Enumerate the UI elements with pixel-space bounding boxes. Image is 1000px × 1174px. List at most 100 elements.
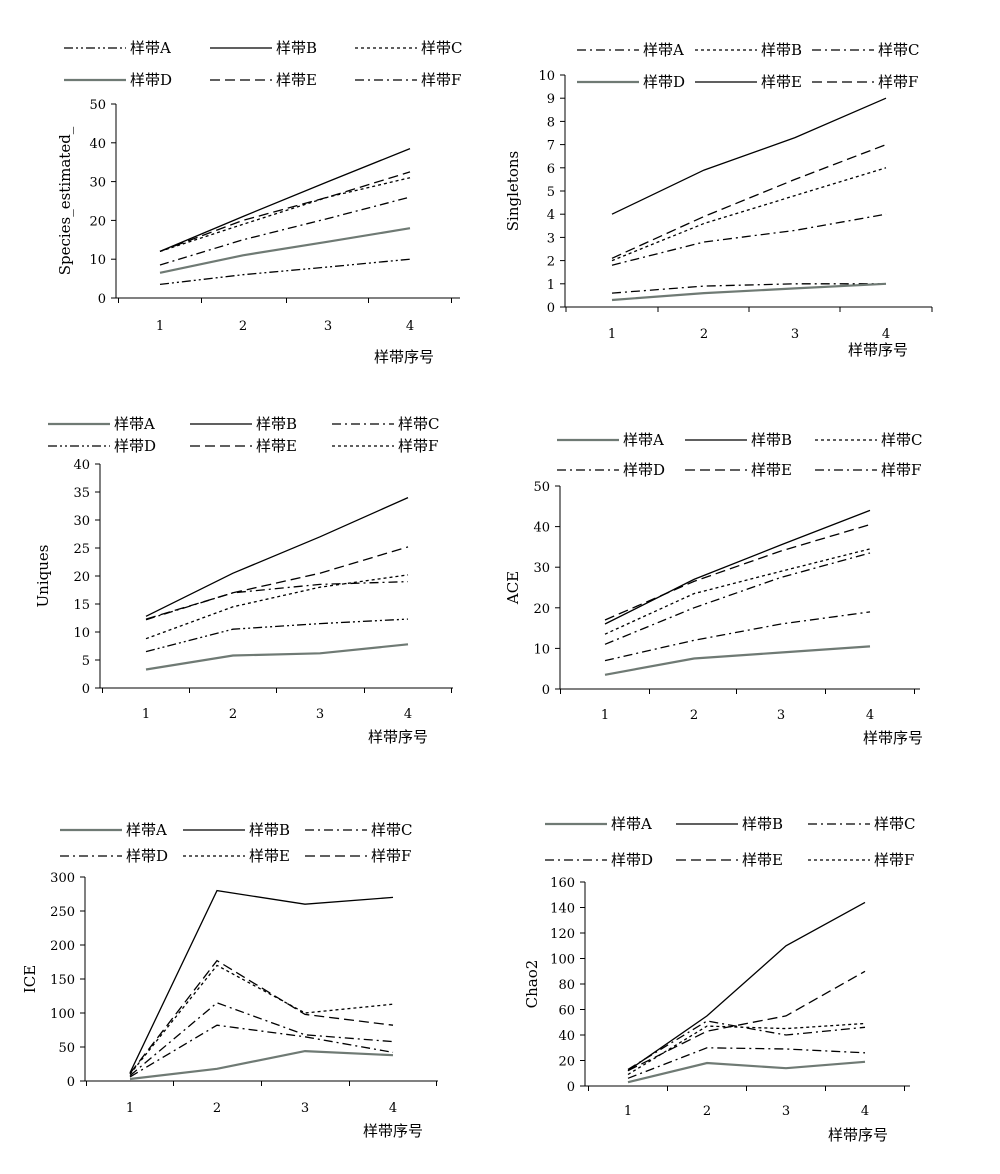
y-tick-label: 250 bbox=[50, 905, 75, 920]
legend-label: 样带F bbox=[881, 461, 921, 479]
x-tick-label: 3 bbox=[324, 319, 332, 334]
legend-label: 样带C bbox=[881, 431, 922, 449]
y-tick-label: 30 bbox=[533, 561, 550, 576]
series-line-样带B bbox=[129, 889, 394, 1074]
series-line-样带F bbox=[604, 611, 871, 662]
legend-label: 样带E bbox=[761, 73, 802, 91]
chart-panel-chao2: 0 20 40 60 80 100 120 140 160 1 2 3 4 Chao2 样带序号 样带A 样带B… bbox=[523, 815, 915, 1144]
x-tick-label: 1 bbox=[624, 1104, 632, 1119]
y-tick-label: 35 bbox=[73, 486, 90, 501]
x-tick-label: 3 bbox=[782, 1104, 790, 1119]
y-tick-label: 2 bbox=[547, 255, 555, 270]
legend-label: 样带A bbox=[623, 431, 664, 449]
x-tick-label: 1 bbox=[601, 708, 609, 723]
x-tick-label: 3 bbox=[301, 1101, 309, 1116]
legend: 样带A 样带B 样带C 样带D 样带E 样带F bbox=[64, 39, 462, 89]
x-tick-label: 2 bbox=[703, 1104, 711, 1119]
series-line-样带A bbox=[159, 258, 411, 286]
legend-label: 样带F bbox=[878, 73, 918, 91]
series-line-样带C bbox=[627, 1020, 866, 1070]
x-tick-label: 3 bbox=[791, 327, 799, 342]
y-tick-label: 60 bbox=[558, 1004, 575, 1019]
series-line-样带F bbox=[159, 196, 411, 266]
x-tick-label: 1 bbox=[142, 707, 150, 722]
legend-label: 样带D bbox=[611, 851, 653, 869]
series-line-样带A bbox=[129, 1049, 394, 1081]
y-tick-label: 40 bbox=[558, 1029, 575, 1044]
chart-panel-uniques: 0 5 10 15 20 25 30 35 40 1 2 3 4 Uniques 样带序号 样带A 样带B 样带C… bbox=[34, 415, 453, 746]
y-tick-label: 40 bbox=[533, 521, 550, 536]
y-tick-label: 0 bbox=[98, 292, 106, 307]
series-line-样带E bbox=[627, 970, 866, 1072]
legend-label: 样带F bbox=[371, 847, 411, 865]
series-line-样带A bbox=[611, 213, 887, 266]
y-tick-label: 10 bbox=[538, 69, 555, 84]
x-tick-label: 2 bbox=[213, 1101, 221, 1116]
y-tick-label: 30 bbox=[73, 514, 90, 529]
legend-label: 样带D bbox=[623, 461, 665, 479]
legend-label: 样带C bbox=[874, 815, 915, 833]
series-line-样带E bbox=[611, 97, 887, 215]
x-axis-label: 样带序号 bbox=[863, 729, 923, 747]
series-line-样带D bbox=[611, 282, 887, 302]
x-tick-label: 3 bbox=[316, 707, 324, 722]
legend: 样带A 样带B 样带C 样带D 样带E 样带F bbox=[577, 41, 919, 91]
legend-label: 样带D bbox=[643, 73, 685, 91]
y-tick-label: 10 bbox=[533, 642, 550, 657]
y-axis-label: Singletons bbox=[504, 151, 522, 231]
series-line-样带B bbox=[159, 147, 411, 252]
series-line-样带B bbox=[145, 497, 409, 617]
x-tick-label: 1 bbox=[126, 1101, 134, 1116]
legend: 样带A 样带B 样带C 样带D 样带E 样带F bbox=[545, 815, 915, 869]
series-line-样带E bbox=[604, 523, 871, 621]
y-tick-label: 20 bbox=[558, 1055, 575, 1070]
x-tick-label: 2 bbox=[229, 707, 237, 722]
x-tick-label: 4 bbox=[861, 1104, 869, 1119]
series-line-样带F bbox=[129, 959, 394, 1074]
series-line-样带E bbox=[159, 171, 411, 253]
y-tick-label: 100 bbox=[550, 953, 575, 968]
series-line-样带D bbox=[129, 1024, 394, 1078]
y-tick-label: 0 bbox=[82, 682, 90, 697]
x-tick-label: 4 bbox=[866, 708, 874, 723]
legend-label: 样带B bbox=[742, 815, 783, 833]
legend-label: 样带A bbox=[643, 41, 684, 59]
y-tick-label: 25 bbox=[73, 542, 90, 557]
y-axis-label: Chao2 bbox=[523, 960, 541, 1009]
y-tick-label: 0 bbox=[567, 1080, 575, 1095]
legend-label: 样带E bbox=[742, 851, 783, 869]
y-tick-label: 30 bbox=[89, 176, 106, 191]
legend-label: 样带C bbox=[421, 39, 462, 57]
y-tick-label: 140 bbox=[550, 902, 575, 917]
y-tick-label: 10 bbox=[73, 626, 90, 641]
legend-label: 样带E bbox=[256, 437, 297, 455]
legend-label: 样带F bbox=[874, 851, 914, 869]
y-tick-label: 160 bbox=[550, 876, 575, 891]
legend-label: 样带D bbox=[130, 71, 172, 89]
y-tick-label: 120 bbox=[550, 927, 575, 942]
y-tick-label: 10 bbox=[89, 253, 106, 268]
legend-label: 样带A bbox=[126, 821, 167, 839]
y-tick-label: 0 bbox=[542, 683, 550, 698]
y-tick-label: 4 bbox=[547, 208, 555, 223]
y-tick-label: 50 bbox=[58, 1041, 75, 1056]
series-line-样带B bbox=[611, 167, 887, 262]
x-tick-label: 4 bbox=[389, 1101, 397, 1116]
series-line-样带F bbox=[627, 1022, 866, 1076]
series-line-样带D bbox=[604, 552, 871, 645]
legend: 样带A 样带B 样带C 样带D 样带E 样带F bbox=[60, 821, 412, 865]
x-axis-label: 样带序号 bbox=[374, 348, 434, 366]
x-tick-label: 4 bbox=[404, 707, 412, 722]
series-line-样带C bbox=[159, 177, 411, 253]
legend-label: 样带D bbox=[114, 437, 156, 455]
legend-label: 样带B bbox=[761, 41, 802, 59]
legend-label: 样带A bbox=[611, 815, 652, 833]
series-line-样带A bbox=[627, 1060, 866, 1084]
y-tick-label: 7 bbox=[547, 139, 555, 154]
series-line-样带D bbox=[145, 618, 409, 653]
y-tick-label: 9 bbox=[547, 92, 555, 107]
series-line-样带C bbox=[145, 580, 409, 621]
x-tick-label: 1 bbox=[156, 319, 164, 334]
